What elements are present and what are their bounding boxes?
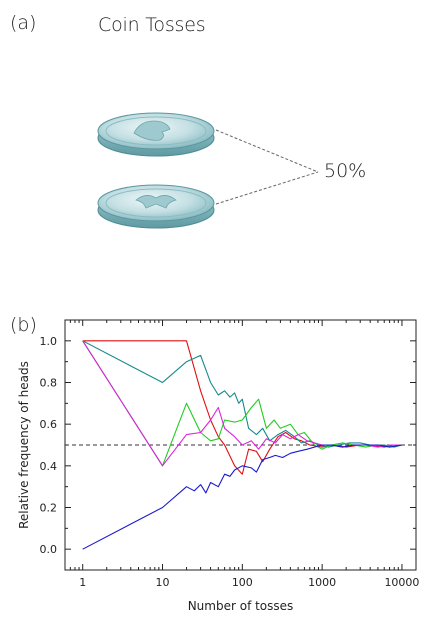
series-line-4: [82, 340, 402, 467]
series-line-2: [82, 340, 403, 448]
profile-icon: [133, 120, 171, 141]
x-axis-title: Number of tosses: [188, 599, 294, 613]
y-tick-label: 1.0: [40, 335, 58, 348]
panel-b-label: (b): [10, 314, 37, 336]
series-line-1: [82, 340, 402, 475]
coin-illustration: [97, 112, 319, 229]
y-axis-title: Relative frequency of heads: [17, 361, 31, 529]
panel-a-label: (a): [10, 12, 37, 34]
coin-heads: [97, 112, 215, 157]
x-tick-label: 10: [156, 576, 170, 589]
connector-line-heads: [215, 129, 319, 173]
x-tick-label: 10000: [384, 576, 419, 589]
y-tick-label: 0.0: [40, 543, 58, 556]
probability-label: 50%: [324, 160, 367, 182]
y-tick-label: 0.4: [40, 460, 58, 473]
relative-frequency-chart: 0.0 0.2 0.4 0.6 0.8 1.0 1 10 100 1000 10000 Number …: [17, 319, 419, 613]
x-tick-label: 1: [79, 576, 86, 589]
y-tick-label: 0.2: [40, 502, 58, 515]
eagle-icon: [135, 195, 177, 209]
x-tick-label: 1000: [308, 576, 336, 589]
coin-tosses-title: Coin Tosses: [98, 14, 206, 36]
series-line-5: [82, 444, 402, 550]
series-line-3: [82, 340, 402, 467]
x-tick-label: 100: [232, 576, 253, 589]
y-tick-label: 0.8: [40, 377, 58, 390]
connector-line-tails: [215, 171, 319, 205]
coin-tails: [97, 184, 215, 229]
y-tick-label: 0.6: [40, 418, 58, 431]
